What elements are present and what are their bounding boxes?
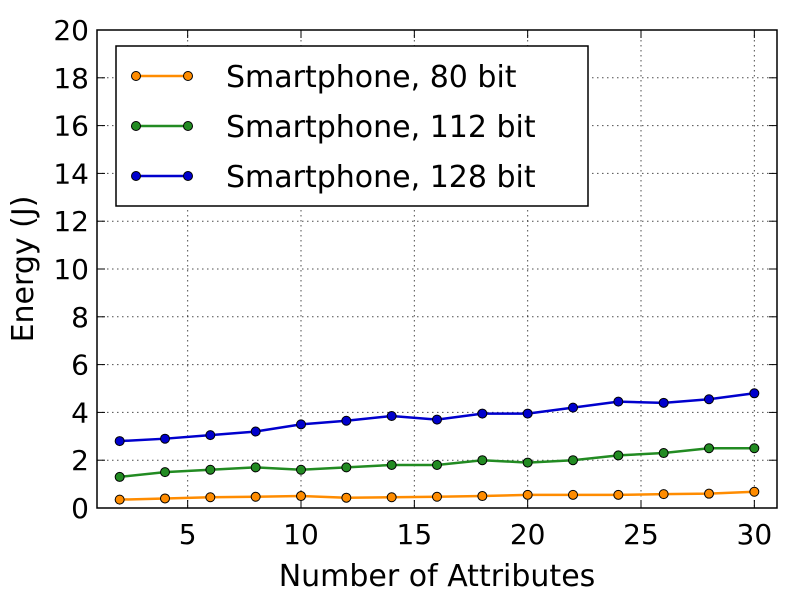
data-point [522, 489, 533, 500]
data-point [613, 489, 624, 500]
data-point [114, 471, 125, 482]
data-point [341, 415, 352, 426]
legend-item: Smartphone, 80 bit [131, 60, 517, 95]
data-point [341, 462, 352, 473]
y-tick-label: 12 [53, 205, 89, 238]
data-point [205, 430, 216, 441]
data-point [568, 455, 578, 466]
data-point [749, 443, 760, 454]
legend-marker [131, 71, 141, 81]
data-point [160, 493, 170, 504]
y-tick-label: 14 [53, 157, 89, 190]
y-tick-label: 6 [71, 349, 89, 382]
data-point [432, 414, 442, 425]
ticks: 0 2 4 6 8 10 12 14 16 18 20 5 10 15 20 25 30 [53, 14, 777, 551]
data-point [205, 492, 216, 503]
series-2 [114, 388, 760, 447]
legend-label: Smartphone, 128 bit [226, 160, 536, 195]
x-tick-label: 30 [737, 518, 773, 551]
data-point [658, 448, 669, 459]
legend-marker [183, 171, 193, 181]
data-point [522, 408, 533, 419]
legend-marker [131, 171, 141, 181]
data-point [296, 419, 306, 430]
data-point [386, 410, 397, 421]
data-point [477, 491, 488, 502]
legend: Smartphone, 80 bit Smartphone, 112 bit Sma… [115, 45, 589, 207]
x-tick-label: 10 [283, 518, 319, 551]
y-tick-label: 2 [71, 444, 89, 477]
data-point [613, 396, 624, 407]
data-point [341, 492, 352, 503]
legend-marker [131, 121, 141, 131]
data-point [296, 464, 306, 475]
x-tick-label: 15 [397, 518, 433, 551]
series-0 [114, 486, 760, 505]
data-point [114, 494, 125, 505]
data-point [522, 457, 533, 468]
data-point [704, 394, 714, 405]
data-point [296, 491, 306, 502]
data-point [205, 464, 216, 475]
data-point [250, 462, 261, 473]
x-tick-label: 25 [623, 518, 659, 551]
data-point [160, 433, 170, 444]
data-point [568, 402, 578, 413]
data-point [704, 488, 714, 499]
y-tick-label: 10 [53, 253, 89, 286]
y-axis-label: Energy (J) [6, 196, 41, 343]
legend-marker [183, 121, 193, 131]
legend-label: Smartphone, 80 bit [226, 60, 517, 95]
y-tick-label: 16 [53, 110, 89, 143]
data-point [658, 397, 669, 408]
y-tick-label: 18 [53, 62, 89, 95]
y-tick-label: 20 [53, 14, 89, 47]
data-point [386, 492, 397, 503]
data-point [114, 436, 125, 447]
y-tick-label: 8 [71, 301, 89, 334]
legend-marker [183, 71, 193, 81]
legend-box [115, 45, 589, 207]
data-point [386, 459, 397, 470]
data-point [477, 408, 488, 419]
data-point [568, 489, 578, 500]
y-tick-label: 0 [71, 492, 89, 525]
y-tick-label: 4 [71, 396, 89, 429]
data-point [749, 388, 760, 399]
legend-item: Smartphone, 128 bit [131, 160, 536, 195]
series-1 [114, 443, 760, 482]
series-layer [114, 388, 760, 505]
data-point [250, 426, 261, 437]
data-point [704, 443, 714, 454]
data-point [432, 491, 442, 502]
x-tick-label: 5 [179, 518, 197, 551]
x-axis-label: Number of Attributes [279, 559, 596, 592]
data-point [477, 455, 488, 466]
data-point [658, 489, 669, 500]
legend-label: Smartphone, 112 bit [226, 110, 536, 145]
legend-item: Smartphone, 112 bit [131, 110, 536, 145]
x-tick-label: 20 [510, 518, 546, 551]
data-point [749, 486, 760, 497]
data-point [250, 491, 261, 502]
data-point [432, 459, 442, 470]
data-point [160, 467, 170, 478]
data-point [613, 450, 624, 461]
